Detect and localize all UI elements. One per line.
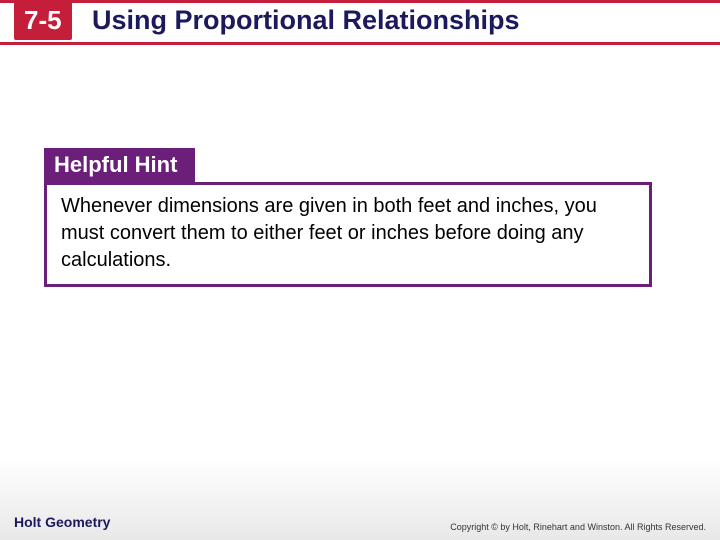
slide-header: 7-5 Using Proportional Relationships [0, 0, 720, 48]
section-number-badge: 7-5 [14, 2, 72, 40]
footer-book-title: Holt Geometry [14, 514, 110, 530]
header-rule-bottom [0, 42, 720, 45]
helpful-hint-box: Helpful Hint Whenever dimensions are giv… [44, 148, 652, 287]
hint-tab-label: Helpful Hint [44, 148, 195, 182]
section-title: Using Proportional Relationships [92, 5, 520, 36]
footer-copyright: Copyright © by Holt, Rinehart and Winsto… [450, 522, 706, 532]
header-rule-top [0, 0, 720, 3]
hint-body-text: Whenever dimensions are given in both fe… [44, 182, 652, 287]
